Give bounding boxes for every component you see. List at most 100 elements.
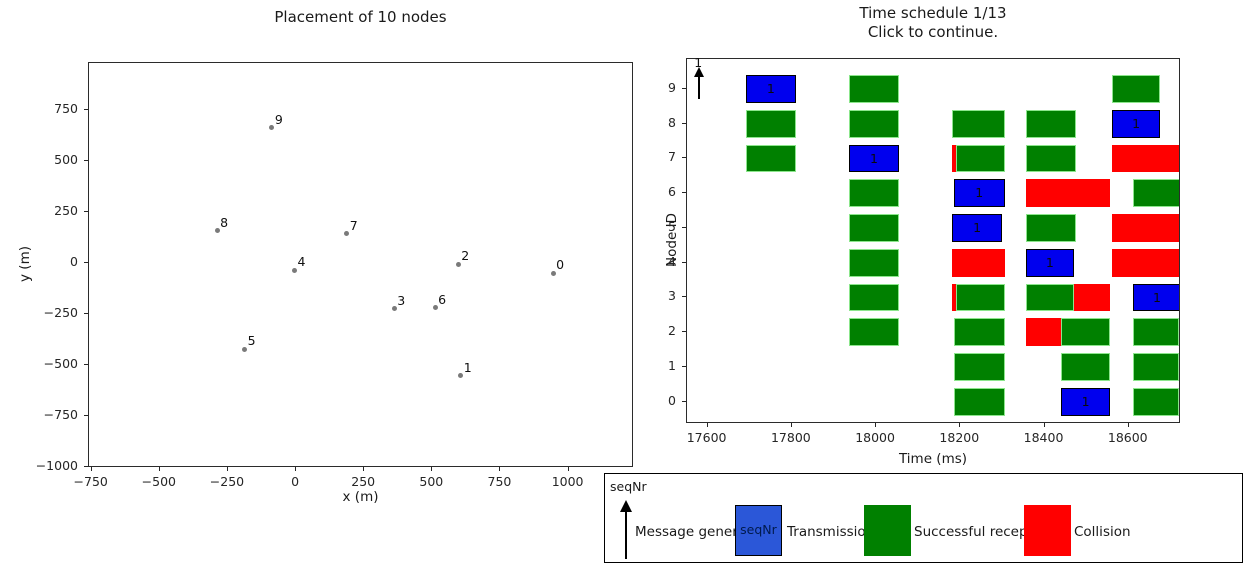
placement-y-tick-label: −750: [43, 406, 78, 422]
placement-title: Placement of 10 nodes: [274, 8, 447, 26]
reception-bar: [951, 109, 1005, 138]
seqnr-label: 1: [766, 80, 775, 96]
schedule-y-tick-label: 3: [668, 288, 676, 304]
reception-bar: [1025, 214, 1077, 242]
seqnr-label: 1: [1153, 289, 1161, 305]
schedule-y-tick-mark: [682, 157, 686, 159]
transmission-bar: 1: [1025, 248, 1075, 277]
message-generation-arrow-icon: [625, 510, 627, 559]
reception-bar: [848, 74, 900, 103]
schedule-y-tick-label: 7: [668, 149, 676, 165]
transmission-bar: 1: [1132, 283, 1179, 312]
legend-seqnr-label: seqNr: [610, 479, 647, 494]
reception-bar: [956, 144, 1005, 173]
transmission-swatch-seqnr-text: seqNr: [740, 522, 777, 537]
placement-x-tick-mark: [90, 467, 92, 471]
placement-x-tick-label: 1000: [551, 474, 584, 489]
schedule-x-tick-label: 18200: [939, 430, 980, 445]
placement-y-tick-label: 250: [54, 202, 78, 218]
seqnr-label: 1: [1045, 254, 1054, 270]
schedule-x-tick-label: 18400: [1023, 430, 1064, 445]
node-label: 0: [556, 257, 565, 273]
reception-bar: [954, 353, 1005, 381]
reception-swatch: [864, 505, 911, 556]
placement-x-tick-mark: [363, 467, 365, 471]
placement-y-tick-mark: [84, 210, 88, 212]
node-dot: [242, 346, 248, 352]
placement-axes: 0 1 2 3 4 5 6 7 8 9: [88, 62, 633, 467]
node-label: 8: [220, 214, 229, 230]
node-dot: [291, 267, 297, 273]
legend-item-successful-reception: Successful reception: [914, 524, 1054, 540]
placement-y-tick-label: −1000: [35, 457, 78, 473]
placement-x-tick-label: 0: [291, 474, 300, 489]
reception-bar: [745, 109, 797, 138]
schedule-x-tick-label: 17600: [686, 430, 727, 445]
schedule-y-tick-label: 0: [668, 392, 676, 408]
placement-y-tick-label: 0: [70, 253, 78, 269]
collision-bar: [1111, 248, 1179, 277]
legend-item-transmission: Transmission: [787, 524, 875, 540]
message-generation-arrowhead-icon: [619, 500, 632, 512]
schedule-x-tick-mark: [1127, 423, 1129, 427]
reception-bar: [745, 144, 797, 173]
node-label: 5: [247, 333, 256, 349]
placement-y-tick-mark: [84, 159, 88, 161]
node-dot: [550, 270, 556, 276]
node-dot: [432, 305, 438, 311]
schedule-y-tick-mark: [682, 400, 686, 402]
transmission-bar: 1: [1061, 387, 1110, 416]
collision-bar: [1111, 214, 1179, 242]
collision-bar: [951, 283, 957, 312]
placement-x-tick-label: −500: [141, 474, 177, 489]
reception-bar: [1061, 318, 1110, 347]
transmission-bar: 1: [954, 179, 1005, 208]
seqnr-label: 1: [869, 150, 878, 166]
collision-bar: [951, 144, 957, 173]
placement-y-tick-mark: [84, 261, 88, 263]
schedule-x-tick-mark: [959, 423, 961, 427]
schedule-x-tick-mark: [790, 423, 792, 427]
reception-bar: [1111, 74, 1161, 103]
node-label: 2: [461, 248, 470, 264]
collision-bar: [1111, 144, 1179, 173]
legend-item-collision: Collision: [1074, 524, 1131, 540]
placement-x-tick-mark: [158, 467, 160, 471]
placement-x-tick-label: 500: [419, 474, 444, 489]
schedule-x-tick-mark: [706, 423, 708, 427]
placement-x-tick-label: −750: [73, 474, 108, 489]
placement-y-tick-mark: [84, 414, 88, 416]
node-label: 9: [274, 111, 283, 127]
collision-bar: [1025, 318, 1062, 347]
node-dot: [269, 125, 275, 131]
placement-x-tick-mark: [431, 467, 433, 471]
placement-y-tick-mark: [84, 465, 88, 467]
placement-x-tick-label: 750: [487, 474, 512, 489]
reception-bar: [954, 387, 1005, 416]
legend-box: seqNr Message generation seqNr Transmiss…: [604, 473, 1243, 563]
schedule-y-tick-mark: [682, 192, 686, 194]
schedule-x-tick-label: 17800: [770, 430, 811, 445]
schedule-title-line1: Time schedule 1/13: [859, 4, 1007, 22]
transmission-bar: 1: [745, 74, 797, 103]
collision-bar: [951, 248, 1005, 277]
reception-bar: [1025, 283, 1075, 312]
placement-y-tick-mark: [84, 108, 88, 110]
collision-bar: [1025, 179, 1110, 208]
collision-bar: [1074, 283, 1110, 312]
transmission-bar: 1: [848, 144, 900, 173]
reception-bar: [1132, 318, 1179, 347]
schedule-x-tick-label: 18600: [1107, 430, 1148, 445]
reception-bar: [1025, 144, 1077, 173]
node-dot: [391, 306, 397, 312]
schedule-axes[interactable]: 1 1 1 1 1 1 1 1: [686, 58, 1180, 423]
schedule-y-tick-mark: [682, 296, 686, 298]
node-dot: [458, 373, 464, 379]
placement-y-tick-mark: [84, 312, 88, 314]
seqnr-label: 1: [1081, 393, 1090, 409]
placement-y-tick-label: 750: [54, 100, 78, 116]
node-label: 3: [397, 292, 406, 308]
message-generation-arrow-icon: [698, 71, 701, 99]
node-label: 7: [349, 217, 358, 233]
